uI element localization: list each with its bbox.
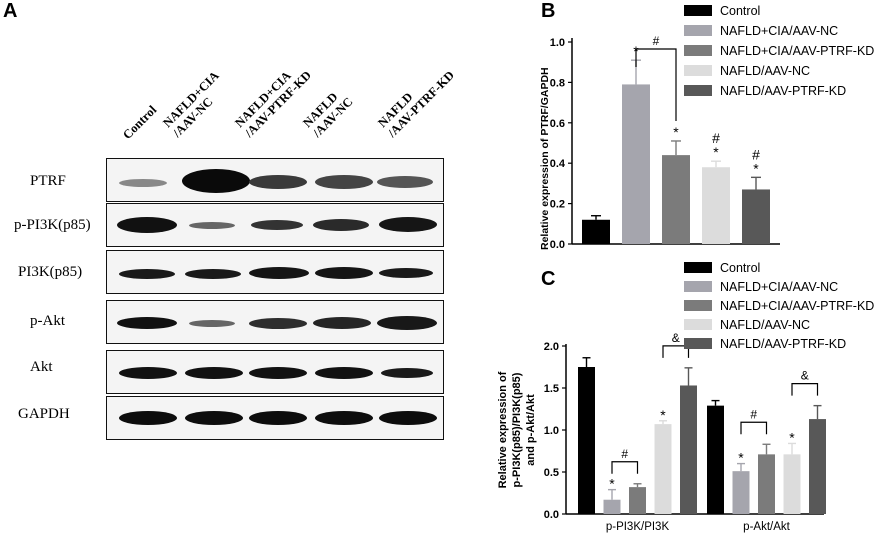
c-bracket <box>791 383 819 396</box>
c-y-axis-label: Relative expression of <box>497 371 509 488</box>
blot-strip-p-akt <box>106 300 444 344</box>
b-legend-swatch <box>684 5 712 16</box>
b-significance-mark: # <box>712 130 720 146</box>
c-category-label: p-Akt/Akt <box>743 521 790 533</box>
b-bar <box>702 167 730 244</box>
blot-strip-gapdh <box>106 396 444 440</box>
c-y-axis-label: p-PI3K(p85)/PI3K(p85) <box>511 372 523 487</box>
c-legend-label: NAFLD+CIA/AAV-PTRF-KD <box>720 299 874 313</box>
b-bracket-symbol: # <box>653 34 660 48</box>
blot-strip-akt <box>106 350 444 394</box>
c-bar <box>680 385 697 514</box>
c-bar <box>732 471 750 514</box>
c-bar <box>783 454 801 514</box>
blot-label-akt: Akt <box>30 359 53 375</box>
c-legend-label: NAFLD+CIA/AAV-NC <box>720 280 838 294</box>
b-significance-mark: # <box>752 146 760 162</box>
b-legend-swatch <box>684 45 712 56</box>
b-bar <box>742 189 770 244</box>
b-legend-swatch <box>684 85 712 96</box>
b-legend-swatch <box>684 25 712 36</box>
panel-a-letter: A <box>3 0 18 22</box>
b-y-tick-label: 0.4 <box>550 158 566 170</box>
c-y-tick-label: 0.5 <box>544 467 559 479</box>
c-legend-label: NAFLD/AAV-NC <box>720 318 810 332</box>
c-bar <box>707 405 724 514</box>
b-y-tick-label: 0.6 <box>550 118 565 130</box>
c-bracket-symbol: # <box>750 407 757 421</box>
c-bracket-symbol: & <box>801 369 809 383</box>
c-legend-swatch <box>684 319 712 330</box>
c-significance-mark: * <box>738 450 744 466</box>
c-legend-label: Control <box>720 261 760 275</box>
c-significance-mark: * <box>660 407 666 423</box>
c-legend-label: NAFLD/AAV-PTRF-KD <box>720 337 846 351</box>
c-y-tick-label: 0.0 <box>544 509 559 521</box>
b-legend-label: NAFLD+CIA/AAV-PTRF-KD <box>720 44 874 58</box>
b-legend-label: NAFLD/AAV-PTRF-KD <box>720 84 846 98</box>
c-y-tick-label: 2.0 <box>544 341 559 353</box>
c-legend-swatch <box>684 338 712 349</box>
b-legend-label: NAFLD/AAV-NC <box>720 64 810 78</box>
b-bar <box>662 155 690 244</box>
b-significance-mark: * <box>673 124 679 140</box>
c-y-axis-label: and p-Akt/Akt <box>525 394 537 466</box>
b-y-tick-label: 0.2 <box>550 199 565 211</box>
c-significance-mark: * <box>789 429 795 445</box>
panel-b-letter: B <box>541 0 556 22</box>
c-bar <box>603 499 621 514</box>
b-bracket <box>635 48 677 121</box>
c-bracket-symbol: & <box>672 331 680 345</box>
b-y-tick-label: 0.8 <box>550 77 565 89</box>
b-significance-mark: * <box>713 144 719 160</box>
c-legend-swatch <box>684 300 712 311</box>
b-legend-label: Control <box>720 4 760 18</box>
c-bar <box>629 487 646 514</box>
b-y-tick-label: 1.0 <box>550 37 565 49</box>
b-y-tick-label: 0.0 <box>550 239 565 251</box>
panel-c-letter: C <box>541 268 556 290</box>
blot-label-ptrf: PTRF <box>30 173 66 189</box>
c-y-tick-label: 1.5 <box>544 383 559 395</box>
c-bracket-symbol: # <box>621 447 628 461</box>
c-bar <box>809 419 826 514</box>
b-y-axis-label: Relative expression of PTRF/GAPDH <box>539 67 551 250</box>
blot-strip-ptrf <box>106 158 444 202</box>
c-bracket <box>662 345 690 358</box>
blot-strip-pi3k <box>106 250 444 294</box>
c-y-tick-label: 1.0 <box>544 425 559 437</box>
c-bracket <box>740 421 768 435</box>
b-significance-mark: * <box>753 160 759 176</box>
blot-label-p-pi3k: p-PI3K(p85) <box>14 217 91 233</box>
c-category-label: p-PI3K/PI3K <box>606 521 670 533</box>
c-bracket <box>611 461 639 474</box>
blot-label-p-akt: p-Akt <box>30 313 65 329</box>
blot-label-gapdh: GAPDH <box>18 406 70 422</box>
c-bar <box>758 454 775 514</box>
b-legend-swatch <box>684 65 712 76</box>
blot-label-pi3k: PI3K(p85) <box>18 264 83 280</box>
b-legend-label: NAFLD+CIA/AAV-NC <box>720 24 838 38</box>
c-bar <box>654 424 672 514</box>
c-bar <box>578 367 595 514</box>
c-legend-swatch <box>684 262 712 273</box>
b-bar <box>582 219 610 244</box>
b-bar <box>622 84 650 244</box>
c-significance-mark: * <box>609 476 615 492</box>
c-legend-swatch <box>684 281 712 292</box>
blot-strip-p-pi3k <box>106 203 444 247</box>
